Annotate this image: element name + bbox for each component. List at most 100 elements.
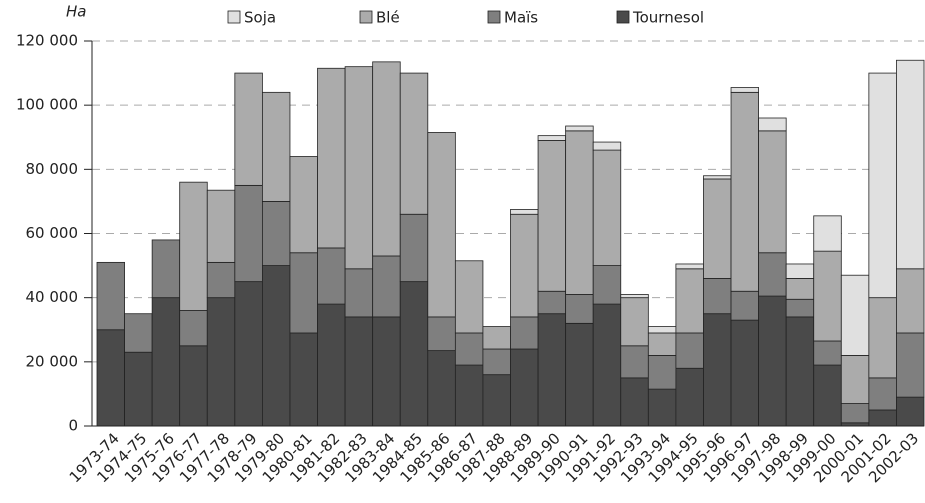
bar-segment bbox=[785, 298, 815, 318]
bar-segment bbox=[234, 72, 263, 186]
bar-segment bbox=[758, 117, 787, 132]
bar-segment bbox=[813, 250, 842, 342]
bar-segment bbox=[620, 377, 649, 427]
y-tick-label: 40 000 bbox=[26, 288, 79, 306]
bar-segment bbox=[703, 313, 732, 427]
bar-segment bbox=[675, 263, 704, 270]
bar-segment bbox=[179, 345, 208, 427]
bar-segment bbox=[454, 364, 484, 427]
bar-segment bbox=[730, 87, 759, 93]
bar-segment bbox=[620, 297, 649, 347]
bar-segment bbox=[703, 278, 732, 315]
bar-segment bbox=[730, 319, 759, 427]
bar-segment bbox=[565, 322, 594, 427]
bar-segment bbox=[675, 332, 704, 369]
legend-label: Soja bbox=[244, 9, 276, 27]
bar-segment bbox=[565, 125, 594, 132]
bar-segment bbox=[840, 274, 870, 356]
bar-segment bbox=[454, 332, 484, 366]
bar-segment bbox=[758, 252, 787, 297]
bar-segment bbox=[510, 209, 539, 215]
bar-segment bbox=[675, 268, 704, 334]
y-tick-label: 80 000 bbox=[26, 160, 79, 178]
bar-segment bbox=[813, 215, 842, 252]
bar-segment bbox=[868, 297, 897, 379]
legend-swatch bbox=[359, 10, 373, 24]
bar-segment bbox=[510, 348, 539, 427]
bar-segment bbox=[896, 59, 925, 270]
y-tick-label: 100 000 bbox=[16, 96, 78, 114]
bar-segment bbox=[620, 345, 649, 379]
bar-segment bbox=[289, 252, 318, 334]
bar-segment bbox=[565, 130, 594, 295]
bar-segment bbox=[399, 72, 429, 215]
bar-segment bbox=[758, 130, 787, 254]
bar-segment bbox=[620, 294, 649, 299]
bar-segment bbox=[151, 297, 181, 427]
bar-segment bbox=[399, 213, 429, 283]
bar-segment bbox=[537, 290, 567, 315]
bar-segment bbox=[482, 326, 511, 350]
bar-segment bbox=[427, 132, 456, 318]
bar-segment bbox=[730, 290, 759, 321]
bar-segment bbox=[896, 332, 925, 398]
bar-segment bbox=[840, 355, 870, 404]
bar-segment bbox=[317, 247, 346, 305]
y-tick-label: 60 000 bbox=[26, 224, 79, 242]
bar-segment bbox=[261, 91, 291, 202]
bar-segment bbox=[647, 355, 677, 390]
bar-segment bbox=[592, 265, 622, 305]
y-unit-label: Ha bbox=[66, 3, 86, 21]
y-tick-label: 0 bbox=[68, 417, 78, 435]
bar-segment bbox=[703, 175, 732, 180]
bar-segment bbox=[868, 72, 897, 299]
legend-swatch bbox=[487, 10, 501, 24]
bar-segment bbox=[592, 141, 622, 151]
bar-segment bbox=[758, 295, 787, 427]
bar-segment bbox=[647, 332, 677, 356]
bar-segment bbox=[537, 135, 567, 141]
y-tick-label: 20 000 bbox=[26, 352, 79, 370]
bar-segment bbox=[206, 297, 236, 427]
bar-segment bbox=[868, 377, 897, 411]
bar-segment bbox=[896, 396, 925, 427]
bar-segment bbox=[372, 255, 401, 318]
legend-swatch bbox=[227, 10, 241, 24]
bar-segment bbox=[317, 303, 346, 427]
bar-segment bbox=[289, 156, 318, 254]
bar-segment bbox=[344, 66, 374, 270]
bar-segment bbox=[703, 178, 732, 279]
bar-segment bbox=[344, 316, 374, 427]
bar-segment bbox=[124, 313, 153, 353]
bar-segment bbox=[124, 351, 153, 427]
bar-segment bbox=[151, 239, 181, 299]
bar-segment bbox=[675, 367, 704, 427]
bar-segment bbox=[179, 181, 208, 311]
bar-segment bbox=[289, 332, 318, 427]
bar-segment bbox=[592, 303, 622, 427]
bar-segment bbox=[840, 403, 870, 424]
bar-segment bbox=[813, 364, 842, 427]
bar-segment bbox=[647, 388, 677, 427]
bar-segment bbox=[565, 294, 594, 324]
bar-segment bbox=[234, 281, 263, 427]
legend-label: Tournesol bbox=[632, 9, 704, 27]
bar-segment bbox=[344, 268, 374, 318]
bar-segment bbox=[427, 316, 456, 352]
bar-segment bbox=[482, 348, 511, 376]
bar-segment bbox=[454, 260, 484, 334]
bar-segment bbox=[206, 261, 236, 299]
bar-segment bbox=[372, 61, 401, 257]
bar-segment bbox=[785, 316, 815, 427]
bar-segment bbox=[785, 263, 815, 279]
bar-segment bbox=[592, 149, 622, 266]
bar-segment bbox=[510, 213, 539, 318]
bar-segment bbox=[647, 326, 677, 334]
bar-segment bbox=[372, 316, 401, 427]
bar-segment bbox=[785, 278, 815, 300]
bar-segment bbox=[896, 268, 925, 334]
bar-segment bbox=[399, 281, 429, 427]
legend-swatch bbox=[616, 10, 630, 24]
legend-label: Blé bbox=[376, 9, 400, 27]
bar-segment bbox=[537, 140, 567, 292]
